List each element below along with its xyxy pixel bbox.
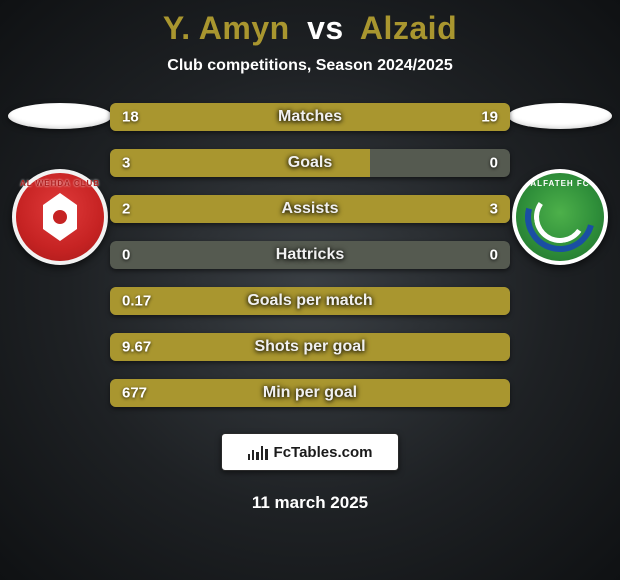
stat-value-right: 19 bbox=[481, 109, 498, 126]
stat-row: 0.17 Goals per match bbox=[110, 287, 510, 315]
stat-label: Goals per match bbox=[247, 292, 372, 310]
brand-badge: FcTables.com bbox=[221, 433, 399, 471]
stat-label: Goals bbox=[288, 154, 332, 172]
stat-row: 0 0 Hattricks bbox=[110, 241, 510, 269]
stat-value-left: 677 bbox=[122, 385, 147, 402]
stat-fill-left bbox=[110, 103, 306, 131]
date-text: 11 march 2025 bbox=[0, 493, 620, 513]
stat-value-left: 0 bbox=[122, 247, 130, 264]
stats-bars: 18 19 Matches 3 0 Goals 2 3 Assists 0 0 Hattricks 0.… bbox=[110, 103, 510, 407]
vs-text: vs bbox=[307, 10, 344, 46]
stat-label: Matches bbox=[278, 108, 342, 126]
right-player-column: ALFATEH FC bbox=[500, 103, 620, 265]
subtitle: Club competitions, Season 2024/2025 bbox=[0, 57, 620, 75]
player2-name: Alzaid bbox=[360, 10, 457, 46]
stat-row: 3 0 Goals bbox=[110, 149, 510, 177]
stat-value-right: 0 bbox=[490, 155, 498, 172]
stat-value-left: 3 bbox=[122, 155, 130, 172]
shield-icon bbox=[43, 193, 77, 241]
stat-label: Hattricks bbox=[276, 246, 344, 264]
stat-label: Shots per goal bbox=[254, 338, 365, 356]
stat-value-left: 9.67 bbox=[122, 339, 151, 356]
stat-row: 18 19 Matches bbox=[110, 103, 510, 131]
stat-fill-left bbox=[110, 195, 270, 223]
left-player-column: AL WEHDA CLUB bbox=[0, 103, 120, 265]
stat-value-left: 2 bbox=[122, 201, 130, 218]
stat-value-left: 18 bbox=[122, 109, 139, 126]
player1-silhouette bbox=[8, 103, 112, 129]
player2-club-badge: ALFATEH FC bbox=[512, 169, 608, 265]
stat-value-right: 0 bbox=[490, 247, 498, 264]
player2-silhouette bbox=[508, 103, 612, 129]
bar-chart-icon bbox=[248, 444, 268, 460]
player1-name: Y. Amyn bbox=[163, 10, 290, 46]
brand-text: FcTables.com bbox=[274, 444, 373, 461]
comparison-title: Y. Amyn vs Alzaid bbox=[0, 0, 620, 47]
player1-club-badge: AL WEHDA CLUB bbox=[12, 169, 108, 265]
stat-row: 9.67 Shots per goal bbox=[110, 333, 510, 361]
stat-value-left: 0.17 bbox=[122, 293, 151, 310]
stat-label: Assists bbox=[282, 200, 339, 218]
stat-value-right: 3 bbox=[490, 201, 498, 218]
stat-row: 2 3 Assists bbox=[110, 195, 510, 223]
stat-label: Min per goal bbox=[263, 384, 357, 402]
stat-row: 677 Min per goal bbox=[110, 379, 510, 407]
player1-club-name: AL WEHDA CLUB bbox=[20, 179, 100, 188]
